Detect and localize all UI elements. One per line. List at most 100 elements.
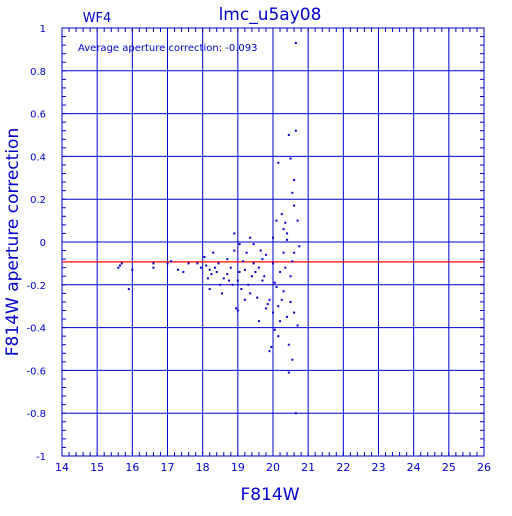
data-point xyxy=(286,315,289,318)
y-tick-label: 0 xyxy=(40,238,46,249)
x-tick-label: 25 xyxy=(442,461,456,474)
data-point xyxy=(119,264,122,267)
data-point xyxy=(270,345,273,348)
data-point xyxy=(282,251,285,254)
data-point xyxy=(261,279,264,282)
data-point xyxy=(236,279,239,282)
data-point xyxy=(212,251,215,254)
data-point xyxy=(252,262,255,265)
x-tick-label: 15 xyxy=(90,461,104,474)
average-annotation: Average aperture correction: -0.093 xyxy=(78,43,258,54)
data-point xyxy=(286,238,289,241)
data-point xyxy=(210,273,213,276)
x-tick-label: 22 xyxy=(336,461,350,474)
data-point xyxy=(286,232,289,235)
x-axis-label: F814W xyxy=(240,485,299,505)
data-point xyxy=(264,253,267,256)
data-point xyxy=(275,285,278,288)
data-point xyxy=(221,292,224,295)
data-point xyxy=(233,249,236,252)
data-point xyxy=(296,324,299,327)
data-point xyxy=(182,270,185,273)
chip-label: WF4 xyxy=(83,11,112,26)
data-point xyxy=(231,283,234,286)
data-point xyxy=(291,191,294,194)
data-point xyxy=(273,328,276,331)
data-point xyxy=(284,221,287,224)
data-points xyxy=(117,41,301,415)
data-point xyxy=(228,279,231,282)
data-point xyxy=(243,298,246,301)
data-point xyxy=(261,258,264,261)
data-point xyxy=(277,305,280,308)
data-point xyxy=(277,161,280,164)
data-point xyxy=(294,129,297,132)
y-axis-label: F814W aperture correction xyxy=(3,128,23,356)
data-point xyxy=(294,412,297,415)
data-point xyxy=(272,262,274,265)
data-point xyxy=(235,307,238,310)
data-point xyxy=(199,266,202,269)
data-point xyxy=(250,275,253,278)
data-point xyxy=(289,275,292,278)
data-point xyxy=(289,300,292,303)
y-tick-label: 0.6 xyxy=(30,110,46,121)
y-tick-label: 1 xyxy=(40,24,46,35)
data-point xyxy=(268,350,271,353)
x-tick-label: 19 xyxy=(231,461,245,474)
data-point xyxy=(206,277,209,280)
data-point xyxy=(152,266,155,269)
data-point xyxy=(266,303,269,306)
data-point xyxy=(166,262,169,265)
x-tick-label: 26 xyxy=(477,461,491,474)
data-point xyxy=(259,249,262,252)
data-point xyxy=(243,268,246,271)
data-point xyxy=(282,290,285,293)
data-point xyxy=(257,266,260,269)
data-point xyxy=(245,251,248,254)
data-point xyxy=(287,343,290,346)
data-point xyxy=(203,255,206,258)
data-point xyxy=(256,296,259,299)
data-point xyxy=(280,213,283,216)
data-point xyxy=(117,266,120,269)
data-point xyxy=(275,219,278,222)
y-tick-label: 0.2 xyxy=(30,195,46,206)
data-point xyxy=(272,236,274,239)
x-tick-label: 17 xyxy=(161,461,175,474)
data-point xyxy=(284,266,287,269)
data-point xyxy=(236,309,239,312)
data-point xyxy=(238,243,241,246)
x-tick-label: 23 xyxy=(372,461,386,474)
data-point xyxy=(249,236,252,239)
data-point xyxy=(205,264,208,267)
y-tick-label: 0.8 xyxy=(30,67,46,78)
x-tick-label: 21 xyxy=(301,461,315,474)
chart-title: lmc_u5ay08 xyxy=(219,5,322,25)
data-point xyxy=(219,283,222,286)
data-point xyxy=(263,275,266,278)
y-tick-label: -0.8 xyxy=(26,409,46,420)
data-point xyxy=(289,157,292,160)
x-tick-label: 18 xyxy=(196,461,210,474)
data-point xyxy=(280,298,283,301)
data-point xyxy=(298,245,301,248)
data-point xyxy=(233,232,236,235)
data-point xyxy=(247,283,250,286)
data-point xyxy=(152,262,155,265)
data-point xyxy=(131,268,134,271)
data-point xyxy=(277,335,280,338)
data-point xyxy=(272,311,274,314)
data-point xyxy=(208,268,211,271)
x-tick-label: 16 xyxy=(125,461,139,474)
data-point xyxy=(177,268,180,271)
data-point xyxy=(226,273,229,276)
minor-ticks xyxy=(61,27,485,457)
x-tick-label: 20 xyxy=(266,461,280,474)
data-point xyxy=(291,358,294,361)
data-point xyxy=(208,288,211,291)
data-point xyxy=(293,251,296,254)
x-tick-label: 24 xyxy=(407,461,421,474)
data-point xyxy=(127,288,130,291)
